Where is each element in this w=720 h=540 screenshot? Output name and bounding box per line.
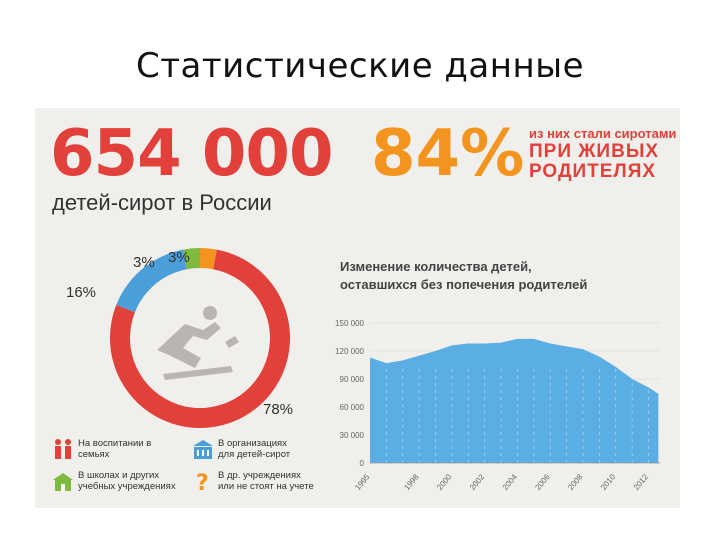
y-tick-label: 120 000	[335, 347, 364, 356]
x-tick-label: 2006	[533, 472, 552, 492]
question-icon: ?	[196, 471, 209, 492]
x-tick-label: 2000	[435, 472, 454, 492]
y-tick-label: 150 000	[335, 319, 364, 328]
percent-caption-line1: из них стали сиротами	[529, 126, 677, 141]
donut-chart	[109, 248, 291, 428]
area-series	[370, 338, 659, 463]
legend-family: На воспитании в семьях	[52, 438, 188, 460]
x-tick-label: 1995	[353, 472, 372, 492]
legend-organizations: В организациях для детей-сирот	[192, 438, 328, 460]
x-tick-label: 2010	[599, 472, 618, 492]
donut-slice-3	[183, 248, 200, 270]
infographic-panel: 654 000 детей-сирот в России 84% из них …	[35, 108, 680, 508]
child-falling-icon	[157, 306, 239, 380]
y-tick-label: 60 000	[340, 403, 365, 412]
x-tick-label: 2008	[566, 472, 585, 492]
building-icon	[193, 440, 213, 459]
slide-title: Статистические данные	[135, 46, 584, 86]
slice-label-16: 16%	[66, 284, 97, 301]
y-tick-label: 90 000	[340, 375, 365, 384]
percent-caption-line2: ПРИ ЖИВЫХ	[529, 141, 660, 162]
legend-text-family: На воспитании в семьях	[78, 438, 152, 460]
donut-slice-3	[200, 248, 217, 270]
school-icon	[53, 473, 73, 491]
percent-caption-line3: РОДИТЕЛЯХ	[529, 161, 657, 182]
slice-label-78: 78%	[263, 401, 294, 418]
family-icon	[55, 439, 71, 459]
svg-text:?: ?	[196, 471, 209, 492]
x-tick-label: 2004	[501, 472, 520, 492]
y-tick-label: 30 000	[340, 431, 365, 440]
y-tick-label: 0	[360, 459, 365, 468]
slice-label-3b: 3%	[168, 249, 190, 266]
slice-label-3a: 3%	[133, 254, 155, 271]
x-tick-label: 2012	[632, 472, 651, 492]
legend-other: ? В др. учреждениях или не стоят на учет…	[192, 470, 328, 492]
area-chart: 0 30 000 60 000 90 000 120 000 150 000 1995 19…	[335, 319, 660, 492]
x-tick-label: 2002	[468, 472, 487, 492]
headline-number: 654 000	[50, 117, 333, 191]
area-chart-title: Изменение количества детей, оставшихся б…	[340, 259, 588, 292]
legend-text-other: В др. учреждениях или не стоят на учете	[218, 470, 314, 492]
x-tick-label: 1998	[402, 472, 421, 492]
percent-value: 84%	[371, 117, 525, 191]
donut-slice-16	[116, 249, 187, 313]
legend-schools: В школах и других учебных учреждениях	[52, 470, 188, 492]
headline-caption: детей-сирот в России	[52, 190, 272, 215]
legend-text-organizations: В организациях для детей-сирот	[218, 438, 291, 460]
legend-text-schools: В школах и других учебных учреждениях	[78, 470, 176, 492]
